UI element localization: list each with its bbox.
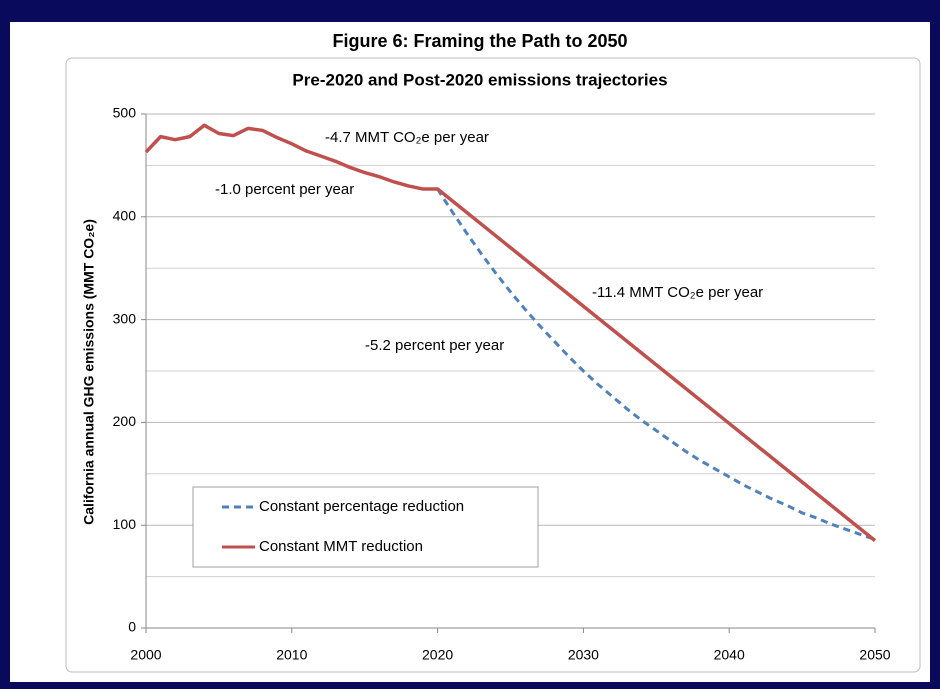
x-tick-label: 2050 [859, 647, 890, 663]
chart-title: Figure 6: Framing the Path to 2050 [332, 31, 627, 51]
x-tick-label: 2030 [568, 647, 599, 663]
y-tick-label: 500 [113, 105, 137, 121]
chart-subtitle: Pre-2020 and Post-2020 emissions traject… [292, 70, 667, 89]
annotation: -5.2 percent per year [365, 337, 504, 354]
annotation: -11.4 MMT CO₂e per year [592, 284, 763, 301]
series-line [436, 188, 876, 542]
y-tick-label: 200 [113, 413, 137, 429]
annotation: -4.7 MMT CO₂e per year [325, 129, 489, 146]
y-tick-label: 400 [113, 208, 137, 224]
y-axis-label: California annual GHG emissions (MMT CO₂… [81, 219, 97, 525]
legend-box [192, 486, 539, 568]
x-tick-label: 2000 [130, 647, 161, 663]
legend-label: Constant MMT reduction [259, 538, 423, 555]
y-tick-label: 300 [113, 310, 137, 326]
x-tick-label: 2040 [714, 647, 745, 663]
legend-label: Constant percentage reduction [259, 498, 464, 515]
y-tick-label: 100 [113, 516, 137, 532]
chart-frame [65, 57, 921, 673]
series-line [144, 123, 877, 542]
x-tick-label: 2020 [422, 647, 453, 663]
panel [10, 22, 930, 682]
annotation: -1.0 percent per year [215, 181, 354, 198]
y-tick-label: 0 [128, 619, 136, 635]
x-tick-label: 2010 [276, 647, 307, 663]
